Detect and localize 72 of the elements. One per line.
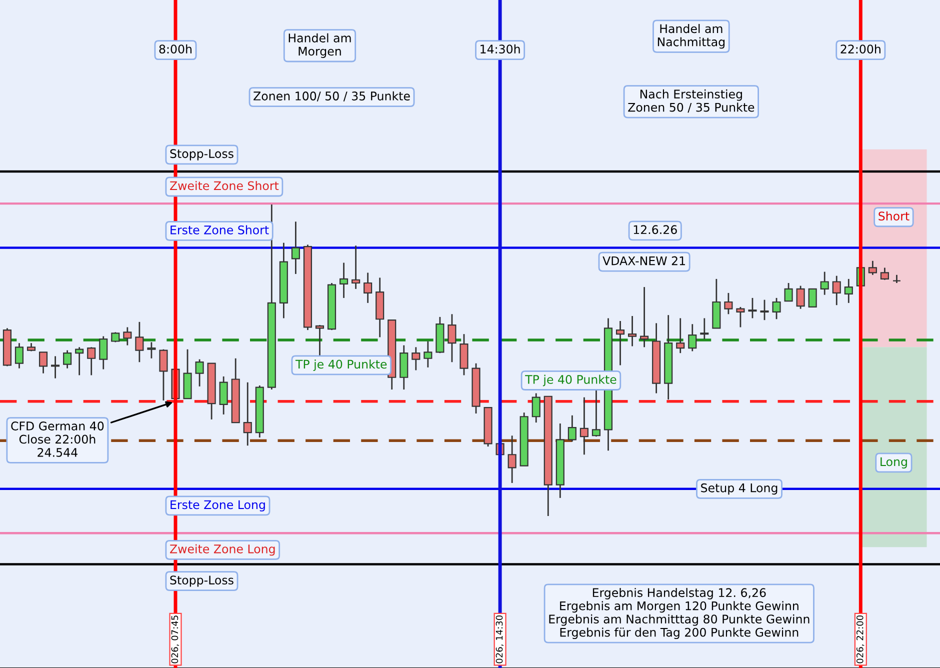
candlestick bbox=[568, 414, 576, 442]
x-tick-label: 026, 14:30 bbox=[496, 615, 504, 664]
candlestick bbox=[616, 320, 625, 366]
candlestick bbox=[219, 376, 228, 416]
candlestick bbox=[99, 336, 108, 370]
ref-line-label: Stopp-Loss bbox=[170, 576, 234, 587]
candlestick bbox=[75, 346, 84, 376]
candlestick bbox=[760, 299, 769, 321]
text: Nach Ersteinstieg Zonen 50 / 35 Punkte bbox=[628, 89, 754, 113]
candlestick bbox=[688, 323, 697, 352]
candlestick bbox=[748, 297, 757, 319]
candlestick bbox=[880, 267, 889, 281]
candlestick bbox=[724, 292, 733, 315]
candlestick bbox=[412, 346, 420, 371]
ref-line-label: Erste Zone Long bbox=[170, 500, 265, 512]
candlestick bbox=[784, 282, 793, 302]
text: Ergebnis Handelstag 12. 6,26 Ergebnis am Morgen 120 Punkte Gewinn Ergebnis am Nachmitttag 80 Punkte Gewinn Ergebnis für den Tag 200 Punkte Gewinn bbox=[549, 588, 810, 640]
ref-line-label: Zweite Zone Long bbox=[170, 544, 275, 556]
candlestick bbox=[38, 351, 48, 374]
candlestick bbox=[315, 324, 324, 358]
ref-line-label: Erste Zone Short bbox=[170, 225, 269, 234]
ref-line-label: 8:00h bbox=[159, 44, 192, 54]
candlestick bbox=[159, 348, 168, 402]
candlestick bbox=[796, 285, 805, 310]
candlestick bbox=[832, 275, 841, 306]
candlestick bbox=[364, 272, 372, 304]
candlestick bbox=[123, 326, 132, 346]
candlestick bbox=[448, 313, 456, 363]
x-tick-label: 026, 22:00 bbox=[856, 615, 864, 664]
text: Handel am Morgen bbox=[288, 33, 351, 58]
ref-line-label: Zweite Zone Short bbox=[170, 181, 279, 190]
annotation: Setup 4 Long bbox=[701, 483, 778, 495]
candlestick bbox=[352, 244, 360, 290]
annotation: TP je 40 Punkte bbox=[295, 360, 387, 371]
candlestick bbox=[844, 278, 853, 304]
candlestick bbox=[820, 271, 829, 296]
candlestick bbox=[14, 342, 24, 370]
candlestick bbox=[195, 358, 204, 388]
candlestick bbox=[424, 340, 432, 368]
band-label: Short bbox=[878, 211, 910, 221]
band-label: Long bbox=[880, 457, 907, 468]
candlestick bbox=[291, 220, 300, 275]
candlestick bbox=[868, 260, 877, 276]
candlestick bbox=[532, 392, 540, 424]
ref-line-label: 14:30h bbox=[480, 44, 520, 54]
x-tick-label: 026, 07:45 bbox=[171, 616, 180, 664]
text: Handel am Nachmittag bbox=[658, 24, 725, 49]
annotation: CFD German 40 Close 22:00h 24.544 bbox=[11, 422, 104, 457]
candlestick bbox=[147, 341, 156, 360]
candlestick bbox=[808, 288, 817, 308]
ref-line-label: 22:00h bbox=[840, 44, 880, 54]
candlestick bbox=[628, 315, 637, 347]
ref-line-label: Stopp-Loss bbox=[170, 149, 234, 160]
candlestick bbox=[135, 321, 144, 363]
candlestick bbox=[700, 318, 709, 340]
candlestick bbox=[63, 350, 72, 370]
candlestick bbox=[87, 346, 96, 376]
annotation: 12.6.26 bbox=[634, 225, 677, 234]
candlestick bbox=[640, 286, 649, 348]
candlestick bbox=[676, 318, 685, 354]
text: Zonen 100/ 50 / 35 Punkte bbox=[254, 91, 410, 102]
candlestick bbox=[580, 396, 588, 456]
candlestick bbox=[736, 306, 745, 328]
candlestick bbox=[772, 297, 781, 320]
candlestick bbox=[51, 356, 60, 380]
candlestick bbox=[892, 274, 902, 284]
annotation: TP je 40 Punkte bbox=[525, 374, 616, 386]
candlestick bbox=[340, 262, 348, 299]
candlestick bbox=[592, 390, 600, 438]
annotation: VDAX-NEW 21 bbox=[602, 256, 685, 266]
candlestick bbox=[243, 382, 252, 446]
candlestick bbox=[508, 434, 516, 484]
